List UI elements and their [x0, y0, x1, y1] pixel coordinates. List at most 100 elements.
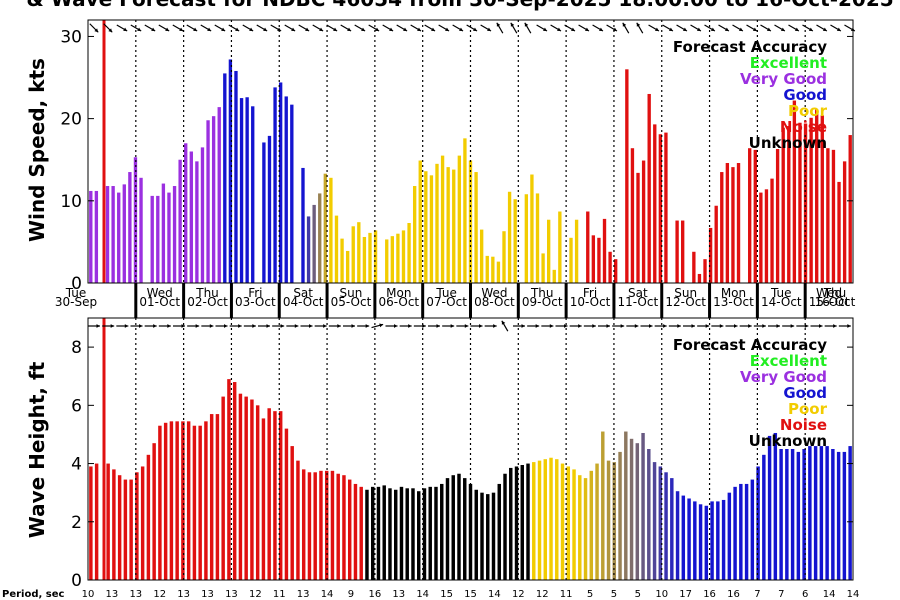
wind-direction-arrow — [622, 22, 630, 34]
legend-entry: Noise — [780, 118, 827, 136]
wind-direction-arrow — [480, 24, 492, 32]
period-value: 17 — [679, 589, 692, 600]
wind-direction-arrow — [704, 24, 716, 32]
period-value: 16 — [727, 589, 740, 600]
arrow-head — [776, 324, 780, 328]
arrow-head — [738, 27, 743, 31]
wave-bar — [566, 466, 571, 580]
wind-direction-arrow — [158, 24, 170, 32]
period-value: 9 — [348, 589, 354, 600]
arrow-head — [543, 27, 548, 31]
arrow-head — [663, 324, 667, 328]
wave-bar — [624, 431, 628, 580]
wind-bar — [351, 226, 355, 283]
wave-bar — [825, 446, 829, 580]
arrow-head — [563, 324, 568, 328]
wave-bar — [595, 463, 599, 580]
wind-bar — [647, 93, 651, 283]
arrow-head — [473, 27, 478, 31]
arrow-head — [238, 324, 242, 328]
arrow-head — [691, 324, 695, 328]
wind-direction-arrow — [242, 24, 254, 32]
wave-bar — [635, 443, 640, 580]
wind-bar — [547, 219, 551, 283]
wind-bar — [457, 155, 462, 283]
day-of-week-label: Sat — [293, 286, 313, 300]
wave-bar — [687, 498, 691, 580]
wave-bar — [296, 460, 300, 580]
arrow-head — [487, 27, 492, 31]
wind-direction-arrow — [536, 24, 548, 32]
wind-bar — [278, 82, 283, 284]
arrow-head — [705, 324, 710, 328]
period-value: 13 — [106, 589, 119, 600]
arrow-head — [337, 324, 341, 328]
wind-direction-arrow — [606, 24, 618, 32]
wave-direction-arrow — [456, 324, 469, 328]
wave-bar — [532, 462, 536, 580]
wind-bar — [105, 186, 110, 283]
day-of-week-label: Wed — [816, 286, 842, 300]
arrow-head — [417, 27, 422, 31]
arrow-head — [535, 324, 540, 328]
arrow-head — [620, 324, 625, 328]
period-value: 13 — [297, 589, 310, 600]
wind-bar — [206, 120, 210, 284]
wave-direction-arrow — [428, 324, 440, 328]
arrow-head — [195, 324, 200, 328]
period-label: Period, sec — [2, 589, 65, 600]
legend-entry: Unknown — [749, 134, 827, 152]
wind-bar — [502, 231, 506, 283]
wave-direction-arrow — [513, 324, 525, 328]
period-value: 14 — [823, 589, 836, 600]
arrow-head — [291, 27, 296, 31]
wind-bar — [418, 160, 422, 283]
wind-bar — [675, 220, 679, 283]
period-value: 12 — [153, 589, 166, 600]
date-label: 13-Oct — [713, 295, 754, 309]
period-value: 12 — [536, 589, 549, 600]
wave-bar — [733, 486, 737, 580]
wave-direction-arrow — [201, 324, 214, 328]
wind-direction-arrow — [284, 24, 296, 32]
wave-bar — [629, 438, 634, 580]
wind-direction-arrow — [662, 24, 674, 32]
wave-bar — [175, 421, 179, 580]
wave-direction-arrow — [683, 324, 695, 328]
arrow-head — [431, 27, 436, 31]
period-value: 15 — [440, 589, 453, 600]
wind-direction-arrow — [354, 24, 366, 32]
wave-bar — [756, 466, 760, 580]
period-value: 10 — [655, 589, 668, 600]
wind-direction-arrow — [103, 23, 113, 33]
arrow-head — [249, 27, 254, 31]
arrow-head — [361, 27, 366, 31]
wave-direction-arrow — [371, 323, 384, 329]
wind-bar — [390, 236, 394, 283]
wind-bar — [530, 174, 534, 283]
wave-bar — [440, 483, 444, 580]
wave-bar — [549, 457, 553, 580]
wave-bar — [238, 393, 243, 580]
period-value: 14 — [847, 589, 860, 600]
wave-direction-arrow — [569, 324, 582, 328]
wave-direction-arrow — [654, 324, 667, 328]
wind-bar — [552, 269, 556, 283]
arrow-head — [636, 22, 641, 27]
wind-bar — [211, 116, 216, 283]
wind-bar — [474, 172, 478, 283]
wind-bar — [614, 259, 618, 283]
wave-bar — [474, 489, 478, 580]
wind-bar — [625, 69, 629, 283]
wind-bar — [167, 192, 171, 283]
wind-direction-arrow — [676, 24, 688, 32]
wave-bar — [434, 486, 438, 580]
wind-bar — [681, 220, 685, 283]
wave-bar — [457, 473, 461, 580]
arrow-head — [393, 324, 398, 328]
period-value: 16 — [703, 589, 716, 600]
wave-bar — [543, 459, 547, 580]
wave-bar — [583, 478, 588, 580]
arrow-head — [124, 324, 129, 328]
